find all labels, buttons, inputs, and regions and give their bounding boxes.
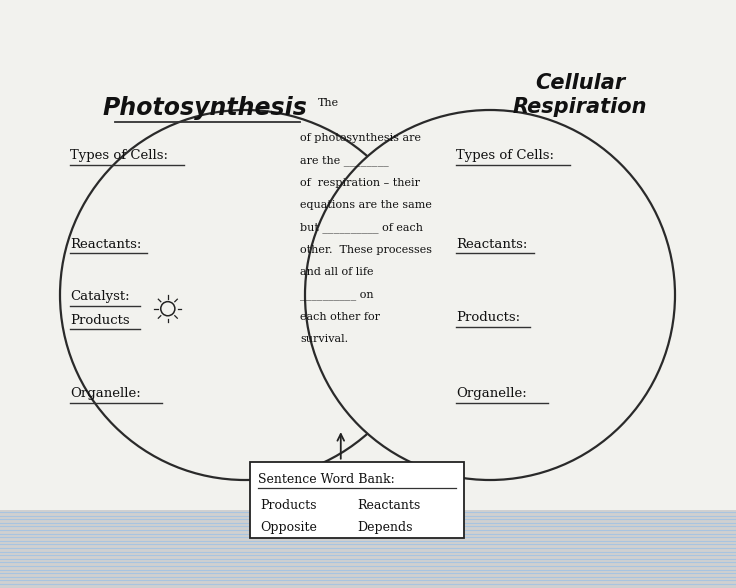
Text: other.  These processes: other. These processes [300,245,432,255]
Text: Products: Products [70,314,130,327]
Ellipse shape [305,110,675,480]
Text: survival.: survival. [300,334,348,345]
Text: Organelle:: Organelle: [456,387,527,400]
Text: Reactants: Reactants [357,499,420,512]
Text: Reactants:: Reactants: [70,238,141,250]
Text: equations are the same: equations are the same [300,200,432,211]
Text: Photosynthesis: Photosynthesis [102,96,308,120]
Text: each other for: each other for [300,312,381,322]
Text: Types of Cells:: Types of Cells: [70,149,168,162]
Text: Organelle:: Organelle: [70,387,141,400]
Text: Opposite: Opposite [261,521,317,534]
Bar [250,462,464,538]
Bar [0,0,736,510]
Text: Sentence Word Bank:: Sentence Word Bank: [258,473,395,486]
Text: Reactants:: Reactants: [456,238,528,250]
Text: Products:: Products: [456,311,520,324]
Text: __________ on: __________ on [300,289,374,300]
Ellipse shape [60,110,430,480]
Text: Catalyst:: Catalyst: [70,290,130,303]
Text: of photosynthesis are: of photosynthesis are [300,133,421,143]
Text: but __________ of each: but __________ of each [300,222,423,233]
Text: Products: Products [261,499,316,512]
Text: Depends: Depends [357,521,412,534]
Text: and all of life: and all of life [300,267,374,278]
Text: are the ________: are the ________ [300,155,389,166]
Text: Cellular
Respiration: Cellular Respiration [513,72,647,118]
Text: of  respiration – their: of respiration – their [300,178,420,188]
Text: The: The [318,98,339,108]
Text: Types of Cells:: Types of Cells: [456,149,554,162]
